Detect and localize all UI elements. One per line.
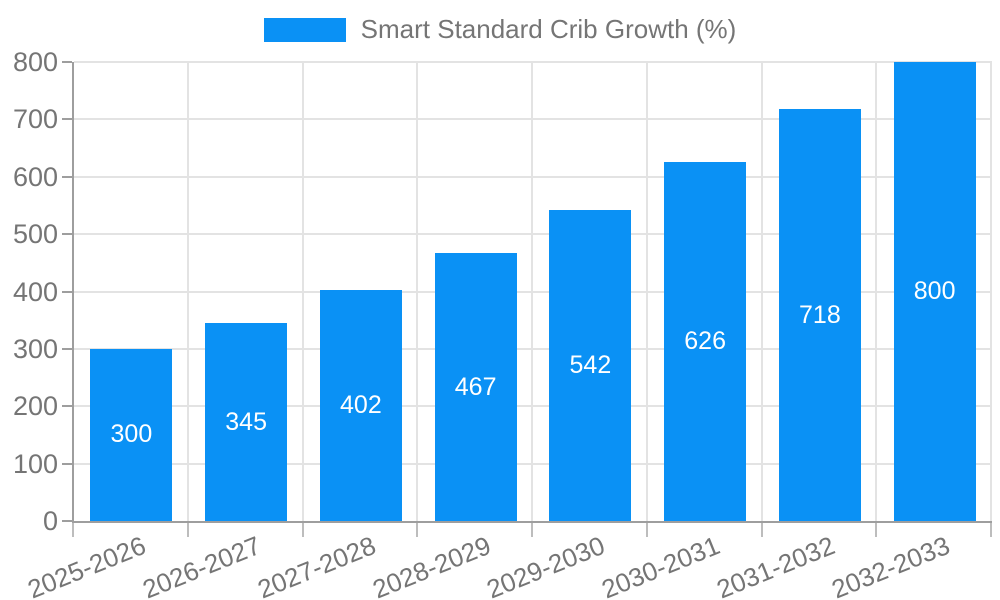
x-gridline-7 <box>875 62 878 521</box>
bar-2031-2032: 718 <box>778 109 861 521</box>
legend-label: Smart Standard Crib Growth (%) <box>360 14 737 44</box>
y-tick-label: 300 <box>12 333 58 364</box>
bar-2026-2027: 345 <box>205 323 288 521</box>
x-tick-0 <box>72 523 74 537</box>
x-gridline-5 <box>645 62 648 521</box>
y-tick-300 <box>62 347 72 350</box>
legend-swatch <box>263 17 346 42</box>
y-axis-line <box>72 62 74 523</box>
y-gridline-500 <box>74 233 992 236</box>
y-tick-label: 400 <box>12 276 58 307</box>
x-axis-line <box>72 521 992 523</box>
x-gridline-6 <box>760 62 763 521</box>
bar-2028-2029: 467 <box>434 253 517 521</box>
y-tick-0 <box>62 520 72 522</box>
bar-2027-2028: 402 <box>319 290 402 521</box>
bar-value-label: 402 <box>340 391 382 420</box>
x-tick-2 <box>301 523 304 537</box>
x-tick-4 <box>531 523 533 537</box>
x-tick-6 <box>760 523 763 537</box>
y-tick-label: 100 <box>12 448 58 479</box>
bar-value-label: 467 <box>454 372 497 401</box>
y-tick-100 <box>62 462 72 465</box>
y-tick-label: 800 <box>12 47 58 77</box>
bar-2025-2026: 300 <box>90 348 173 521</box>
x-tick-5 <box>645 523 648 537</box>
legend-item[interactable]: Smart Standard Crib Growth (%) <box>0 14 1000 45</box>
x-tick-8 <box>990 523 992 537</box>
y-tick-label: 500 <box>12 219 58 250</box>
y-tick-400 <box>62 290 72 293</box>
bar-value-label: 300 <box>110 420 153 449</box>
x-tick-1 <box>186 523 189 537</box>
x-gridline-2 <box>301 62 304 521</box>
y-tick-700 <box>62 118 72 121</box>
y-gridline-800 <box>74 61 992 63</box>
bar-2032-2033: 800 <box>893 62 976 521</box>
y-tick-200 <box>62 405 72 408</box>
x-tick-3 <box>416 523 419 537</box>
plot-area: 300 345 402 467 542 626 718 800 <box>74 61 992 521</box>
x-gridline-4 <box>531 62 533 521</box>
y-gridline-200 <box>74 405 992 408</box>
y-tick-label: 700 <box>12 104 58 135</box>
y-tick-label: 200 <box>12 391 58 422</box>
y-gridline-100 <box>74 462 992 465</box>
x-gridline-3 <box>416 62 419 521</box>
x-gridline-1 <box>186 62 189 521</box>
x-gridline-8 <box>990 62 992 521</box>
bar-value-label: 345 <box>225 407 267 436</box>
y-tick-label: 0 <box>42 506 58 536</box>
y-tick-500 <box>62 233 72 236</box>
y-gridline-700 <box>74 118 992 121</box>
y-gridline-300 <box>74 347 992 350</box>
bar-value-label: 718 <box>799 300 841 329</box>
bar-value-label: 542 <box>569 351 612 379</box>
y-tick-label: 600 <box>12 161 58 192</box>
bar-2029-2030: 542 <box>549 210 632 521</box>
bar-2030-2031: 626 <box>664 161 747 521</box>
y-gridline-400 <box>74 290 992 293</box>
bar-value-label: 800 <box>913 277 956 305</box>
x-tick-7 <box>875 523 878 537</box>
bar-value-label: 626 <box>684 326 726 355</box>
y-tick-800 <box>62 61 72 63</box>
y-gridline-600 <box>74 175 992 178</box>
y-tick-600 <box>62 175 72 178</box>
